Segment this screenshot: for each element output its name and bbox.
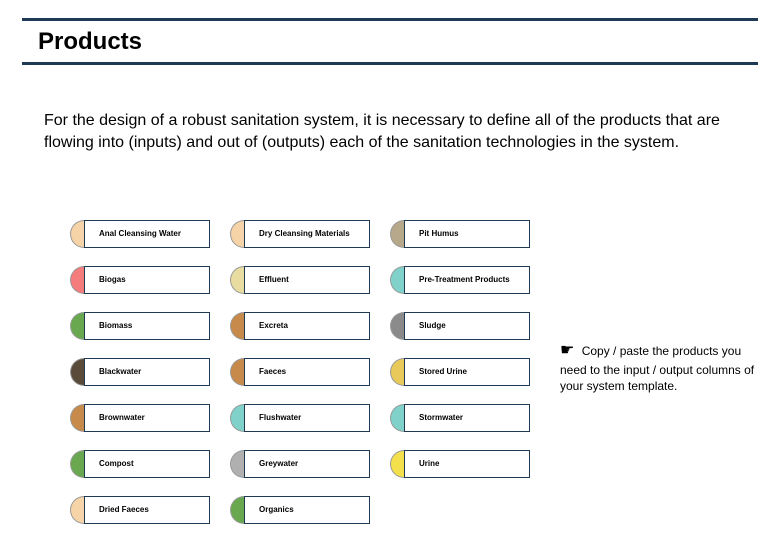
product-pill[interactable]: Dry Cleansing Materials [230, 220, 370, 248]
product-pill[interactable]: Stormwater [390, 404, 530, 432]
pill-label: Dried Faeces [84, 496, 210, 524]
pill-label: Greywater [244, 450, 370, 478]
pill-label: Stored Urine [404, 358, 530, 386]
pill-label: Flushwater [244, 404, 370, 432]
pill-label: Biogas [84, 266, 210, 294]
pill-label: Pit Humus [404, 220, 530, 248]
pill-label: Stormwater [404, 404, 530, 432]
product-pill[interactable]: Greywater [230, 450, 370, 478]
product-pill[interactable]: Organics [230, 496, 370, 524]
pill-label: Biomass [84, 312, 210, 340]
pill-label: Urine [404, 450, 530, 478]
pill-label: Blackwater [84, 358, 210, 386]
product-pill[interactable]: Flushwater [230, 404, 370, 432]
copy-paste-note: ☛ Copy / paste the products you need to … [560, 340, 760, 394]
intro-text: For the design of a robust sanitation sy… [30, 100, 750, 163]
product-pill[interactable]: Biomass [70, 312, 210, 340]
pill-label: Organics [244, 496, 370, 524]
page-title: Products [38, 28, 142, 56]
pill-label: Excreta [244, 312, 370, 340]
pill-label: Brownwater [84, 404, 210, 432]
product-pill[interactable]: Brownwater [70, 404, 210, 432]
product-pill[interactable]: Biogas [70, 266, 210, 294]
product-pill[interactable]: Sludge [390, 312, 530, 340]
pill-label: Dry Cleansing Materials [244, 220, 370, 248]
pill-label: Anal Cleansing Water [84, 220, 210, 248]
product-pill[interactable]: Faeces [230, 358, 370, 386]
pill-label: Sludge [404, 312, 530, 340]
pill-label: Faeces [244, 358, 370, 386]
product-pill[interactable]: Blackwater [70, 358, 210, 386]
product-pill[interactable]: Stored Urine [390, 358, 530, 386]
product-pill[interactable]: Pit Humus [390, 220, 530, 248]
product-pill[interactable]: Excreta [230, 312, 370, 340]
pill-label: Compost [84, 450, 210, 478]
product-pill[interactable]: Effluent [230, 266, 370, 294]
product-pill[interactable]: Anal Cleansing Water [70, 220, 210, 248]
note-text: Copy / paste the products you need to th… [560, 344, 754, 393]
title-rule-bottom [22, 62, 758, 65]
product-pill[interactable]: Pre-Treatment Products [390, 266, 530, 294]
product-pill[interactable]: Compost [70, 450, 210, 478]
product-grid: Anal Cleansing Water Dry Cleansing Materi… [70, 220, 530, 532]
pill-label: Pre-Treatment Products [404, 266, 530, 294]
product-pill[interactable]: Dried Faeces [70, 496, 210, 524]
pill-label: Effluent [244, 266, 370, 294]
hand-point-icon: ☛ [560, 342, 574, 359]
title-rule-top [22, 18, 758, 21]
product-pill[interactable]: Urine [390, 450, 530, 478]
